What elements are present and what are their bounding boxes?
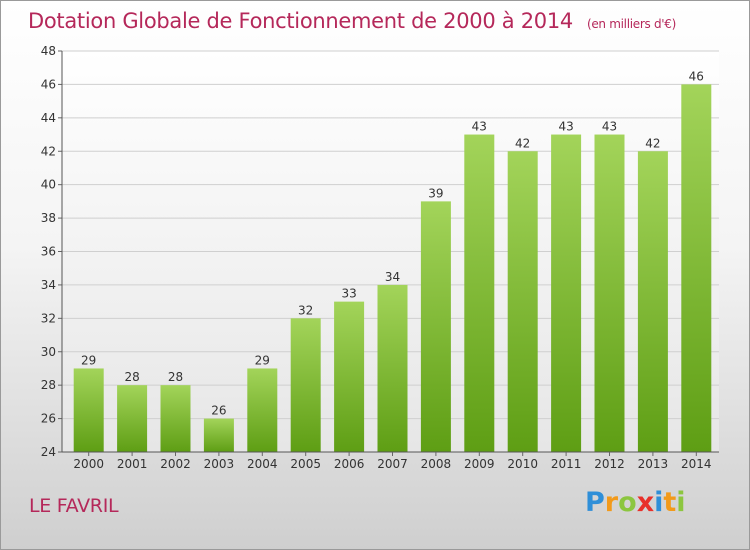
y-tick-label: 30 <box>41 345 56 359</box>
y-tick-label: 32 <box>41 311 56 325</box>
logo-letter: i <box>654 487 664 518</box>
x-tick-label: 2011 <box>551 457 582 471</box>
bar-2005 <box>290 318 321 452</box>
bar-2013 <box>637 151 668 452</box>
logo-letter: r <box>604 487 619 518</box>
logo-letter: x <box>636 487 655 518</box>
y-tick-label: 42 <box>41 144 56 158</box>
proxiti-logo: Proxiti <box>585 487 686 518</box>
bars: 29 28 28 26 29 32 33 34 39 43 42 43 43 42 46 <box>73 69 712 453</box>
data-label: 33 <box>341 287 356 301</box>
y-tick-label: 34 <box>41 278 56 292</box>
x-tick-label: 2004 <box>247 457 278 471</box>
data-label: 42 <box>515 136 530 150</box>
x-tick-label: 2012 <box>594 457 625 471</box>
x-tick-label: 2007 <box>377 457 408 471</box>
y-tick-label: 38 <box>41 211 56 225</box>
y-tick-label: 48 <box>41 44 56 58</box>
y-tick-label: 40 <box>41 178 56 192</box>
bar-2011 <box>551 134 582 452</box>
y-tick-label: 36 <box>41 245 56 259</box>
x-tick-label: 2010 <box>507 457 538 471</box>
y-tick-label: 44 <box>41 111 56 125</box>
bar-2008 <box>420 201 451 452</box>
bar-2007 <box>377 284 408 452</box>
x-tick-label: 2013 <box>638 457 669 471</box>
data-label: 43 <box>558 120 573 134</box>
y-tick-label: 24 <box>41 445 56 459</box>
x-tick-label: 2014 <box>681 457 712 471</box>
bar-2010 <box>507 151 538 452</box>
chart-title: Dotation Globale de Fonctionnement de 20… <box>28 9 676 33</box>
x-tick-label: 2000 <box>73 457 104 471</box>
x-tick-label: 2009 <box>464 457 495 471</box>
bar-2004 <box>247 368 278 452</box>
bar-2002 <box>160 385 191 452</box>
bar-2009 <box>464 134 495 452</box>
data-label: 32 <box>298 303 313 317</box>
bar-2001 <box>117 385 148 452</box>
logo-letter: o <box>618 487 637 518</box>
x-tick-label: 2001 <box>117 457 148 471</box>
data-label: 29 <box>255 353 270 367</box>
bar-2006 <box>334 301 365 452</box>
bar-2000 <box>73 368 104 452</box>
data-label: 46 <box>689 69 704 83</box>
x-tick-label: 2006 <box>334 457 365 471</box>
y-tick-label: 46 <box>41 77 56 91</box>
data-label: 42 <box>645 136 660 150</box>
data-label: 43 <box>472 120 487 134</box>
bar-2003 <box>203 418 234 452</box>
data-label: 39 <box>428 186 443 200</box>
data-label: 28 <box>168 370 183 384</box>
logo-letter: i <box>676 487 686 518</box>
data-label: 29 <box>81 353 96 367</box>
bar-2014 <box>681 84 712 453</box>
logo-letter: t <box>663 487 677 518</box>
x-tick-label: 2008 <box>421 457 452 471</box>
data-label: 28 <box>124 370 139 384</box>
logo-letter: P <box>585 487 605 518</box>
chart-title-text: Dotation Globale de Fonctionnement de 20… <box>28 9 573 33</box>
x-tick-label: 2002 <box>160 457 191 471</box>
axes: 24 26 28 30 32 34 36 38 40 42 44 46 48 2000 2001 2002 20… <box>41 44 719 471</box>
y-tick-label: 28 <box>41 378 56 392</box>
place-name: LE FAVRIL <box>29 495 119 517</box>
data-label: 34 <box>385 270 400 284</box>
data-label: 43 <box>602 120 617 134</box>
data-label: 26 <box>211 404 226 418</box>
chart-subtitle: (en milliers d'€) <box>586 17 676 31</box>
x-tick-label: 2005 <box>290 457 321 471</box>
bar-2012 <box>594 134 625 452</box>
x-tick-label: 2003 <box>204 457 235 471</box>
y-tick-label: 26 <box>41 412 56 426</box>
